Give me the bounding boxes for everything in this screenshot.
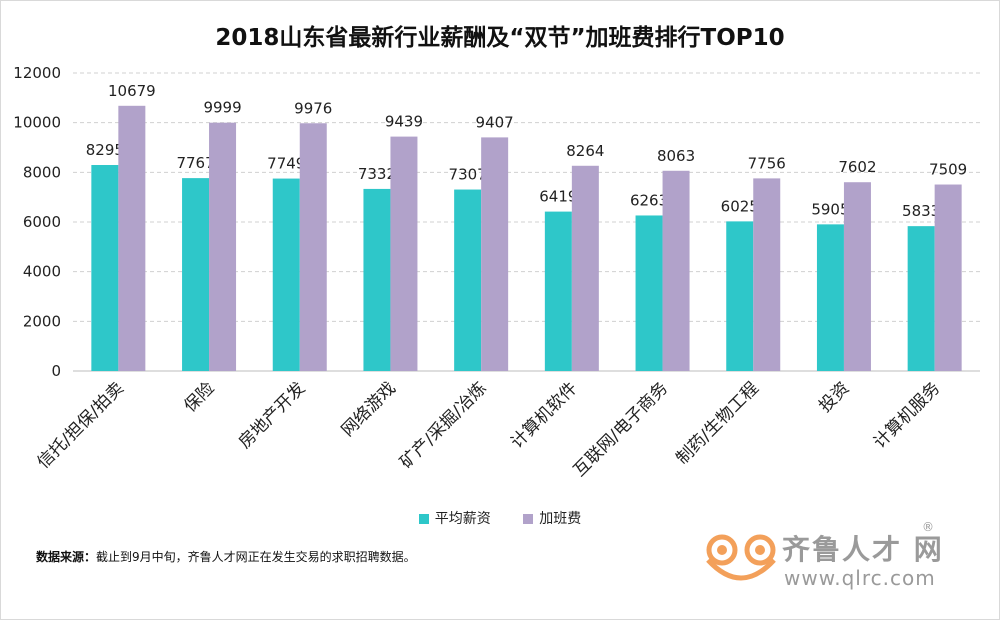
x-category-label: 计算机服务 — [870, 378, 944, 452]
x-category-label: 投资 — [815, 378, 853, 416]
x-category-label: 矿产/采掘/冶炼 — [396, 378, 490, 472]
data-label-salary: 8295 — [86, 141, 124, 159]
bar-overtime — [481, 137, 509, 371]
bar-salary — [454, 189, 482, 371]
source-label: 数据来源： — [36, 550, 97, 564]
logo-registered-mark: ® — [922, 520, 934, 534]
legend: 平均薪资 加班费 — [0, 508, 1000, 528]
y-tick-label: 4000 — [23, 263, 61, 281]
legend-swatch-salary — [418, 514, 429, 524]
bar-overtime — [753, 178, 781, 371]
x-category-label: 计算机软件 — [507, 378, 581, 452]
source-text: 截止到9月中旬，齐鲁人才网正在发生交易的求职招聘数据。 — [96, 550, 416, 564]
bar-salary — [182, 178, 210, 371]
data-label-overtime: 10679 — [108, 82, 156, 100]
bar-salary — [635, 215, 663, 371]
bar-salary — [363, 188, 391, 371]
y-tick-label: 6000 — [23, 213, 61, 231]
x-category-label: 互联网/电子商务 — [570, 378, 672, 480]
data-label-salary: 7307 — [449, 166, 487, 184]
data-label-overtime: 9999 — [203, 99, 241, 117]
legend-label-overtime: 加班费 — [539, 511, 582, 527]
data-label-salary: 7332 — [358, 165, 396, 183]
bar-salary — [91, 165, 119, 371]
data-label-salary: 6419 — [539, 188, 577, 206]
bar-overtime — [662, 170, 690, 371]
data-label-salary: 7767 — [176, 154, 214, 172]
bar-overtime — [299, 123, 327, 371]
y-tick-label: 10000 — [13, 114, 61, 132]
bar-overtime — [571, 165, 599, 371]
data-label-overtime: 7602 — [838, 158, 876, 176]
data-source-note: 数据来源：截止到9月中旬，齐鲁人才网正在发生交易的求职招聘数据。 — [36, 548, 416, 565]
frog-logo-icon — [706, 534, 776, 581]
bar-salary — [816, 224, 844, 371]
bar-overtime — [390, 136, 418, 371]
bar-salary — [544, 211, 572, 371]
x-category-label: 房地产开发 — [235, 378, 309, 452]
bar-salary — [907, 226, 935, 371]
bar-salary — [726, 221, 754, 371]
data-label-overtime: 8264 — [566, 142, 604, 160]
bar-overtime — [118, 105, 146, 371]
legend-item-overtime: 加班费 — [523, 508, 581, 528]
data-label-overtime: 8063 — [657, 147, 695, 165]
y-tick-label: 2000 — [23, 312, 61, 330]
data-label-overtime: 9976 — [294, 99, 332, 117]
data-label-salary: 5833 — [902, 202, 940, 220]
data-label-overtime: 7509 — [929, 161, 967, 179]
y-tick-label: 12000 — [13, 64, 61, 82]
y-tick-label: 0 — [51, 362, 61, 380]
legend-swatch-overtime — [523, 514, 534, 524]
legend-item-salary: 平均薪资 — [418, 508, 491, 528]
logo-url: www.qlrc.com — [784, 566, 936, 590]
data-label-salary: 6263 — [630, 191, 668, 209]
legend-label-salary: 平均薪资 — [434, 511, 491, 527]
data-label-overtime: 9407 — [476, 113, 514, 131]
data-label-overtime: 7756 — [748, 154, 786, 172]
data-label-overtime: 9439 — [385, 113, 423, 131]
chart-title: 2018山东省最新行业薪酬及“双节”加班费排行TOP10 — [215, 25, 785, 51]
bar-overtime — [209, 122, 237, 371]
x-category-label: 制药/生物工程 — [672, 378, 762, 468]
logo-name: 齐鲁人才 网 — [782, 533, 944, 566]
bar-salary — [272, 178, 300, 371]
x-category-label: 保险 — [180, 378, 218, 416]
data-label-salary: 7749 — [267, 155, 305, 173]
data-label-salary: 5905 — [811, 200, 849, 218]
data-label-salary: 6025 — [721, 197, 759, 215]
bar-overtime — [843, 182, 871, 371]
y-tick-label: 8000 — [23, 163, 61, 181]
bar-overtime — [934, 184, 962, 371]
x-category-label: 信托/担保/拍卖 — [34, 378, 128, 472]
x-category-label: 网络游戏 — [338, 378, 400, 440]
